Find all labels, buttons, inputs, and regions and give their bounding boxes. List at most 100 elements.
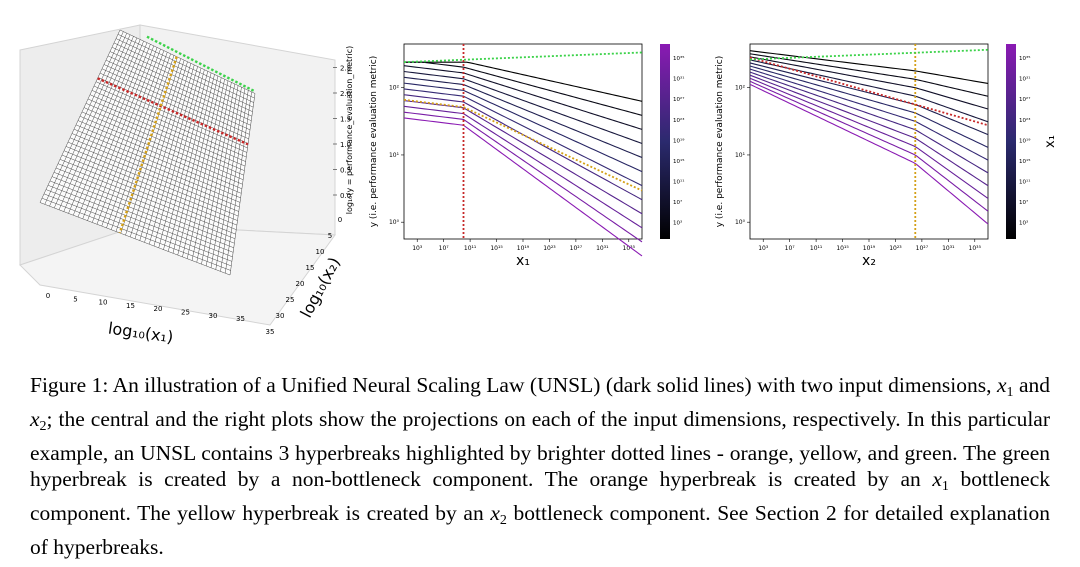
plot-area: 10³ 10⁷ 10¹¹ 10¹⁵ 10¹⁹ 10²³ 10²⁷ 10³¹ 10³⁵ 10⁰ 10¹… — [369, 43, 643, 269]
mesh-line — [172, 74, 215, 254]
caption-mid2: bottleneck component. The yellow hyperbr… — [30, 467, 1050, 525]
mesh-line — [177, 75, 219, 256]
y-tick-label: 5 — [328, 232, 332, 240]
mesh-line — [47, 185, 233, 258]
mesh-line — [53, 172, 235, 244]
y-tick-label: 25 — [286, 296, 295, 304]
y-tick-label: 10¹ — [389, 152, 400, 159]
colorbar-tick-label: 10¹⁹ — [673, 137, 684, 144]
mesh-line — [69, 137, 240, 208]
mesh-line — [144, 64, 195, 243]
colorbar-tick-label: 10¹¹ — [673, 179, 684, 186]
series-line — [749, 77, 989, 199]
x-tick-label: 10¹⁹ — [517, 245, 530, 252]
mesh-line — [49, 180, 234, 253]
mesh-line — [191, 80, 229, 261]
series-line — [749, 53, 989, 97]
x-tick-label: 10³ — [758, 245, 769, 252]
mesh-line — [187, 79, 225, 259]
green-hyperbreak-3d — [146, 35, 256, 93]
caption-mid: ; the central and the right plots show t… — [30, 407, 1050, 491]
mesh-line — [163, 71, 208, 250]
series-line — [749, 50, 989, 85]
mesh-line — [215, 88, 246, 270]
caption-lead: Figure 1: An illustration of a Unified N… — [30, 373, 997, 397]
x-tick-label: 10 — [99, 299, 108, 307]
y-tick-label: 10¹ — [735, 152, 746, 159]
mesh-line — [139, 63, 192, 241]
hyperbreak-lines — [403, 44, 643, 239]
mesh-line — [55, 167, 236, 239]
yellow-hyperbreak-3d — [118, 56, 178, 234]
y-tick-label: 30 — [276, 312, 285, 320]
x-tick-label: 10³¹ — [596, 245, 609, 252]
x-tick-label: 10⁷ — [439, 245, 450, 252]
series-line — [403, 88, 643, 187]
x-tick-label: 10²⁷ — [916, 245, 929, 252]
colorbar-tick-label: 10⁷ — [673, 199, 682, 206]
x-axis-label: x₂ — [862, 253, 876, 269]
projection-x2-plot: 10³ 10⁷ 10¹¹ 10¹⁵ 10¹⁹ 10²³ 10²⁷ 10³¹ 10³⁵ 10⁰ 10¹… — [708, 30, 1068, 290]
x-tick-label: 10¹¹ — [464, 245, 477, 252]
z-axis-label: log₁₀(y = performance_evaluation_metric) — [345, 46, 354, 214]
caption-x2-sub: 2 — [39, 419, 47, 434]
y-axis-label: y (i.e. performance evaluation metric) — [369, 56, 379, 228]
plot-frame — [403, 43, 643, 240]
surface-mesh — [39, 29, 256, 276]
y-tick-label: 10² — [389, 85, 400, 92]
colorbar-tick-label: 10³¹ — [673, 76, 684, 83]
series-line — [749, 65, 989, 148]
y-tick-label: 10⁰ — [389, 219, 400, 226]
mesh-line — [57, 163, 236, 235]
series-line — [749, 56, 989, 110]
caption-x1-sub: 1 — [1006, 385, 1014, 400]
colorbar-tick-label: 10³ — [673, 220, 682, 227]
x-tick-label: 10³⁵ — [623, 245, 636, 252]
series-line — [404, 61, 643, 102]
y-tick-label: 35 — [266, 328, 275, 336]
caption-tail: bottleneck component. See Section 2 for … — [30, 501, 1050, 559]
y-tick-label: 10 — [316, 248, 325, 256]
colorbar-gradient — [660, 44, 670, 239]
mesh-line — [77, 120, 242, 189]
colorbar-tick-label: 10³⁵ — [673, 55, 684, 62]
colorbar-tick-label: 10¹⁵ — [673, 158, 684, 165]
mesh-line — [134, 61, 188, 239]
x-tick-label: 20 — [154, 305, 163, 313]
caption-x2b-sub: 2 — [499, 513, 507, 528]
mesh-line — [59, 159, 237, 230]
mesh-line — [67, 141, 239, 212]
x-tick-label: 10²⁷ — [570, 245, 583, 252]
series-line — [403, 117, 643, 257]
mesh-line — [210, 87, 242, 268]
x-tick-label: 10³¹ — [942, 245, 955, 252]
colorbar-tick-label: 10³¹ — [1019, 76, 1030, 83]
colorbar: 10³10⁷10¹¹10¹⁵10¹⁹10²³10²⁷10³¹10³⁵x₂ — [660, 44, 712, 239]
x-tick-label: 35 — [236, 315, 245, 323]
x-axis-ticks: 0 5 10 15 20 25 30 35 — [46, 292, 245, 323]
series-line — [749, 68, 989, 161]
y-tick-label: 0 — [338, 216, 342, 224]
x-tick-label: 10³⁵ — [969, 245, 982, 252]
colorbar-tick-label: 10³⁵ — [1019, 55, 1030, 62]
colorbar-tick-label: 10¹⁹ — [1019, 137, 1030, 144]
x-tick-label: 10³ — [412, 245, 423, 252]
z-tick-label: 2.0 — [340, 90, 351, 98]
orange-hyperbreak-3d — [97, 77, 249, 146]
caption-and: and — [1013, 373, 1050, 397]
series-line — [403, 70, 643, 144]
z-tick-label: 0.5 — [340, 167, 351, 175]
yellow-hyperbreak-line — [403, 98, 643, 192]
x-tick-label: 10¹⁹ — [863, 245, 876, 252]
colorbar-tick-label: 10²⁷ — [1019, 96, 1030, 103]
figure-caption: Figure 1: An illustration of a Unified N… — [30, 372, 1050, 560]
mesh-line — [168, 72, 212, 252]
colorbar-tick-label: 10⁷ — [1019, 199, 1028, 206]
x-tick-label: 25 — [181, 309, 190, 317]
mesh-line — [51, 176, 234, 248]
series-lines — [403, 61, 643, 257]
x-tick-label: 5 — [73, 295, 77, 303]
surface-3d-svg: 0.0 0.5 1.0 1.5 2.0 2.5 log₁₀(y = performance… — [19, 24, 354, 347]
mesh-line — [75, 124, 242, 194]
